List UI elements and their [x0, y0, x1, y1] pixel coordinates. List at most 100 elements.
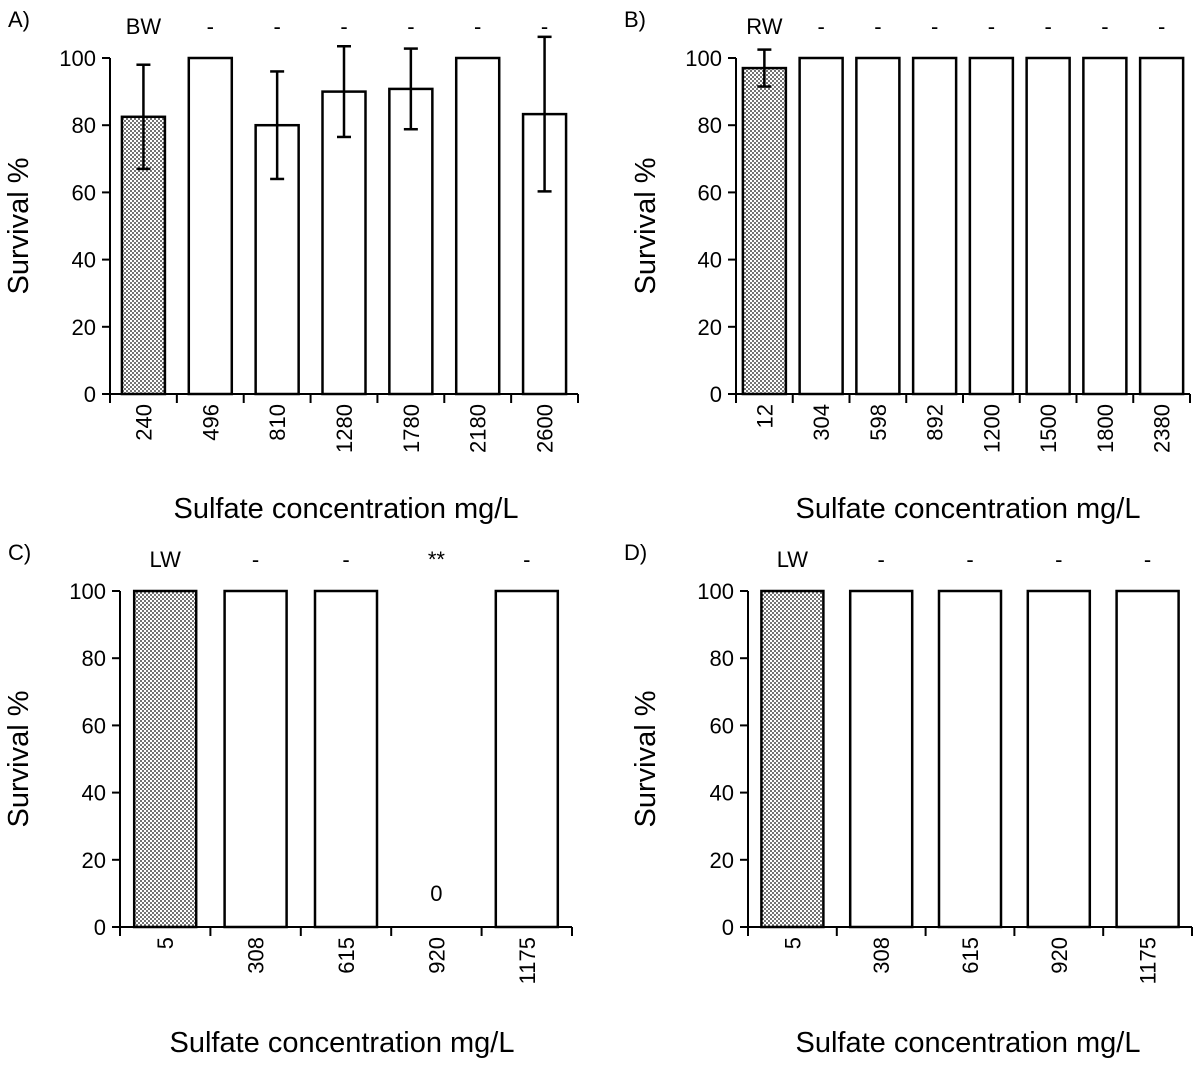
x-tick-label: 5: [153, 937, 178, 949]
significance-marker: -: [1044, 14, 1051, 39]
panel-label: C): [8, 540, 31, 565]
y-tick-label: 100: [69, 579, 106, 604]
x-tick-label: 5: [780, 937, 805, 949]
control-label: LW: [150, 547, 182, 572]
y-tick-label: 0: [94, 915, 106, 940]
x-tick-label: 1780: [399, 404, 424, 453]
control-label: RW: [746, 14, 782, 39]
y-tick-label: 60: [710, 713, 734, 738]
control-label: LW: [777, 547, 809, 572]
significance-marker: -: [1101, 14, 1108, 39]
x-tick-label: 1175: [515, 937, 540, 984]
x-tick-label: 240: [131, 404, 156, 441]
bar: [388, 87, 434, 396]
significance-marker: -: [1055, 547, 1062, 572]
x-tick-label: 496: [198, 404, 223, 441]
y-tick-label: 0: [722, 915, 734, 940]
significance-marker: -: [988, 14, 995, 39]
y-tick-label: 100: [685, 46, 722, 71]
x-tick-label: 1800: [1093, 404, 1118, 453]
x-tick-label: 1200: [979, 404, 1004, 453]
y-tick-label: 80: [698, 113, 722, 138]
bar: [223, 589, 288, 929]
x-axis-title: Sulfate concentration mg/L: [170, 1027, 515, 1059]
bar: [1115, 589, 1180, 929]
y-tick-label: 80: [710, 646, 734, 671]
bar: [494, 589, 560, 929]
panel-label: B): [624, 7, 646, 32]
bar-control: [741, 66, 788, 396]
significance-marker: -: [878, 547, 885, 572]
significance-marker: -: [342, 547, 349, 572]
significance-marker: -: [817, 14, 824, 39]
x-tick-label: 920: [1047, 937, 1072, 974]
x-tick-label: 2380: [1150, 404, 1175, 453]
bar-control: [120, 115, 167, 396]
x-tick-label: 615: [958, 937, 983, 974]
x-axis-title: Sulfate concentration mg/L: [796, 493, 1141, 525]
chart-panel-1: A) 0 20 40 60 80 100 Survival % Sulfate concentr…: [3, 7, 579, 525]
bar: [187, 56, 234, 396]
significance-marker: -: [207, 14, 214, 39]
significance-marker: -: [874, 14, 881, 39]
x-tick-label: 1280: [332, 404, 357, 453]
x-axis-title: Sulfate concentration mg/L: [796, 1027, 1141, 1059]
y-tick-label: 100: [697, 579, 734, 604]
significance-marker: -: [931, 14, 938, 39]
significance-marker: -: [340, 14, 347, 39]
y-axis-title: Survival %: [630, 691, 662, 828]
y-tick-label: 20: [72, 315, 96, 340]
y-tick-label: 60: [82, 713, 106, 738]
y-tick-label: 20: [82, 848, 106, 873]
bar: [848, 589, 914, 929]
y-tick-label: 80: [82, 646, 106, 671]
x-tick-label: 12: [752, 404, 777, 428]
y-tick-label: 60: [72, 180, 96, 205]
significance-marker: **: [428, 547, 446, 572]
bar-control: [760, 589, 825, 929]
x-tick-label: 308: [244, 937, 269, 974]
significance-marker: -: [541, 14, 548, 39]
x-tick-label: 892: [923, 404, 948, 441]
x-tick-label: 1500: [1036, 404, 1061, 453]
bar: [1138, 56, 1185, 396]
x-tick-label: 304: [809, 404, 834, 441]
bar: [1025, 56, 1071, 396]
x-tick-label: 615: [334, 937, 359, 974]
bar: [855, 56, 901, 396]
significance-marker: -: [273, 14, 280, 39]
bar: [798, 56, 844, 396]
y-tick-label: 40: [698, 248, 722, 273]
x-axis-title: Sulfate concentration mg/L: [174, 493, 519, 525]
significance-marker: -: [252, 547, 259, 572]
y-tick-label: 40: [82, 781, 106, 806]
bar: [1082, 56, 1128, 396]
x-tick-label: 598: [866, 404, 891, 441]
chart-panel-2: B) 0 20 40 60 80 100 Survival % Sulfate concentr…: [624, 7, 1191, 525]
panel-label: A): [8, 7, 30, 32]
x-tick-label: 810: [265, 404, 290, 441]
significance-marker: -: [1144, 547, 1151, 572]
bar: [911, 56, 958, 396]
y-tick-label: 40: [72, 248, 96, 273]
chart-panel-4: D) 0 20 40 60 80 100 Survival % Sulfate concentr…: [624, 540, 1193, 1059]
y-tick-label: 0: [84, 382, 96, 407]
y-tick-label: 80: [72, 113, 96, 138]
x-tick-label: 1175: [1136, 937, 1161, 984]
bar: [454, 56, 501, 396]
bar: [937, 589, 1003, 929]
y-axis-title: Survival %: [630, 158, 662, 295]
significance-marker: -: [523, 547, 530, 572]
x-tick-label: 920: [424, 937, 449, 974]
y-tick-label: 100: [59, 46, 96, 71]
y-tick-label: 20: [710, 848, 734, 873]
x-tick-label: 2600: [533, 404, 558, 453]
control-label: BW: [126, 14, 162, 39]
significance-marker: -: [407, 14, 414, 39]
x-tick-label: 308: [869, 937, 894, 974]
significance-marker: -: [474, 14, 481, 39]
y-tick-label: 60: [698, 180, 722, 205]
significance-marker: -: [1158, 14, 1165, 39]
bar: [1026, 589, 1092, 929]
